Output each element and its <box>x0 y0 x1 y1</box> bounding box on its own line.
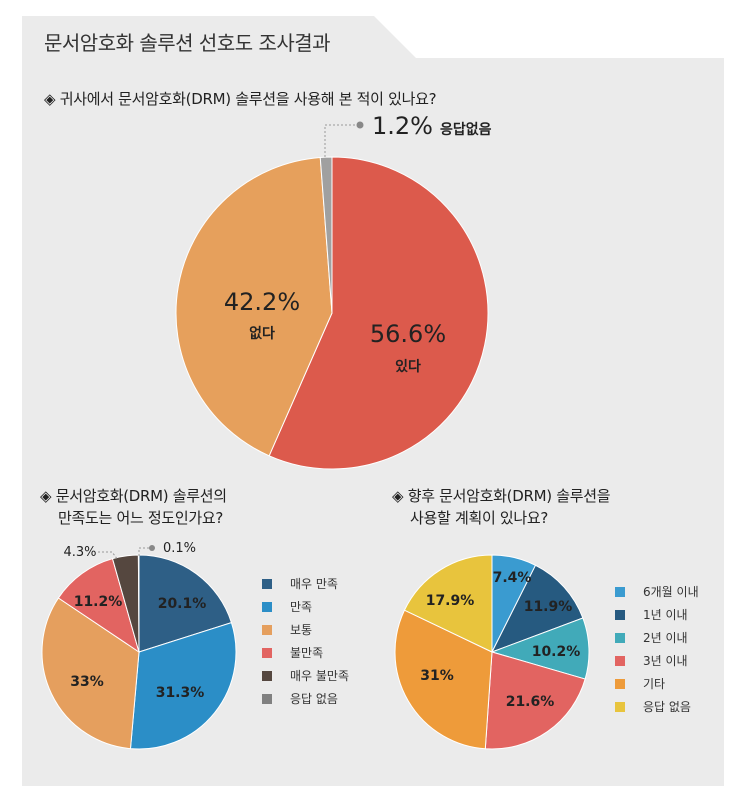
chart2-value-label-0: 20.1% <box>158 596 207 612</box>
chart3-legend-label: 응답 없음 <box>643 700 691 714</box>
chart1-slice-label-2: 응답없음 <box>440 121 492 138</box>
chart3-legend-label: 3년 이내 <box>643 654 688 668</box>
chart3-slice-4 <box>394 609 493 750</box>
chart2-title-line2: 만족도는 어느 정도인가요? <box>58 509 224 527</box>
chart1-value-label-1: 42.2% <box>224 288 300 316</box>
chart2-slice-5 <box>137 554 140 653</box>
chart2-value-label-1: 31.3% <box>156 685 205 701</box>
page-title: 문서암호화 솔루션 선호도 조사결과 <box>44 31 331 55</box>
chart3-slice-5 <box>403 554 493 653</box>
title-tab <box>22 16 422 64</box>
chart3-value-label-3: 21.6% <box>506 694 555 710</box>
chart3-legend-label: 2년 이내 <box>643 631 688 645</box>
chart2-legend-label: 매우 불만족 <box>290 669 350 683</box>
chart1-slice-0 <box>268 156 489 470</box>
chart1-slice-label-1: 없다 <box>249 326 275 342</box>
chart2-legend-label: 응답 없음 <box>290 692 338 706</box>
chart1-value-label-0: 56.6% <box>370 320 446 348</box>
chart2-slice-1 <box>129 621 237 750</box>
chart3-value-label-1: 11.9% <box>524 599 573 615</box>
chart2-callout-line-5 <box>138 547 152 556</box>
chart3-legend-swatch <box>615 678 625 689</box>
chart1-slice-2 <box>319 156 333 314</box>
chart3-legend-swatch <box>615 609 625 620</box>
chart2-legend-swatch <box>262 578 272 589</box>
chart3-slice-3 <box>484 651 586 750</box>
chart2-value-label-4: 4.3% <box>63 545 96 560</box>
chart2-callout-line-4 <box>98 551 119 561</box>
chart3-legend-item: 1년 이내 <box>615 603 699 626</box>
chart3-value-label-5: 17.9% <box>426 593 475 609</box>
chart2-title: ◈ 문서암호화(DRM) 솔루션의 만족도는 어느 정도인가요? <box>40 485 227 529</box>
chart3-legend-item: 6개월 이내 <box>615 580 699 603</box>
chart1-callout-dot <box>356 121 364 129</box>
chart3-slice-1 <box>490 564 584 653</box>
chart2-title-line1: ◈ 문서암호화(DRM) 솔루션의 <box>40 487 227 505</box>
chart3-value-label-0: 7.4% <box>493 570 532 586</box>
chart2-legend-item: 매우 불만족 <box>262 664 349 687</box>
chart2-legend-swatch <box>262 670 272 681</box>
chart3-title: ◈ 향후 문서암호화(DRM) 솔루션을 사용할 계획이 있나요? <box>392 485 611 529</box>
chart2-legend-swatch <box>262 693 272 704</box>
chart3-value-label-2: 10.2% <box>532 644 581 660</box>
chart2-value-label-3: 11.2% <box>74 594 123 610</box>
chart2-value-label-2: 33% <box>70 674 104 690</box>
chart3-legend-swatch <box>615 701 625 712</box>
chart2-legend-label: 보통 <box>290 623 313 637</box>
chart2-legend-item: 불만족 <box>262 641 349 664</box>
chart3-legend-swatch <box>615 655 625 666</box>
chart3-legend-label: 기타 <box>643 677 666 691</box>
chart2-legend-swatch <box>262 624 272 635</box>
chart3-legend-swatch <box>615 586 625 597</box>
chart1-callout-line <box>324 124 360 157</box>
chart3-title-line2: 사용할 계획이 있나요? <box>410 509 549 527</box>
chart2-legend-item: 만족 <box>262 595 349 618</box>
chart2-slice-2 <box>41 597 140 750</box>
chart3-legend-label: 1년 이내 <box>643 608 688 622</box>
chart1-slice-1 <box>175 156 333 457</box>
chart2-legend-swatch <box>262 601 272 612</box>
chart2-slice-0 <box>138 554 233 653</box>
chart3-legend-label: 6개월 이내 <box>643 585 699 599</box>
chart3-legend-item: 응답 없음 <box>615 695 699 718</box>
chart2-legend-label: 불만족 <box>290 646 324 660</box>
chart1-title: ◈ 귀사에서 문서암호화(DRM) 솔루션을 사용해 본 적이 있나요? <box>44 90 437 108</box>
chart2-legend-item: 보통 <box>262 618 349 641</box>
chart2-legend-swatch <box>262 647 272 658</box>
chart2-legend-label: 만족 <box>290 600 313 614</box>
chart3-legend-swatch <box>615 632 625 643</box>
chart1-value-label-2: 1.2% <box>372 112 433 140</box>
chart3-title-line1: ◈ 향후 문서암호화(DRM) 솔루션을 <box>392 487 611 505</box>
chart1-slice-label-0: 있다 <box>395 359 421 375</box>
chart3-value-label-4: 31% <box>420 668 454 684</box>
chart3-legend-item: 3년 이내 <box>615 649 699 672</box>
chart2-legend-label: 매우 만족 <box>290 577 338 591</box>
chart2-value-label-5: 0.1% <box>163 541 196 556</box>
chart2-legend-item: 매우 만족 <box>262 572 349 595</box>
chart2-legend-item: 응답 없음 <box>262 687 349 710</box>
chart3-legend-item: 2년 이내 <box>615 626 699 649</box>
chart2-callout-dot-5 <box>149 545 155 551</box>
chart3-legend-item: 기타 <box>615 672 699 695</box>
